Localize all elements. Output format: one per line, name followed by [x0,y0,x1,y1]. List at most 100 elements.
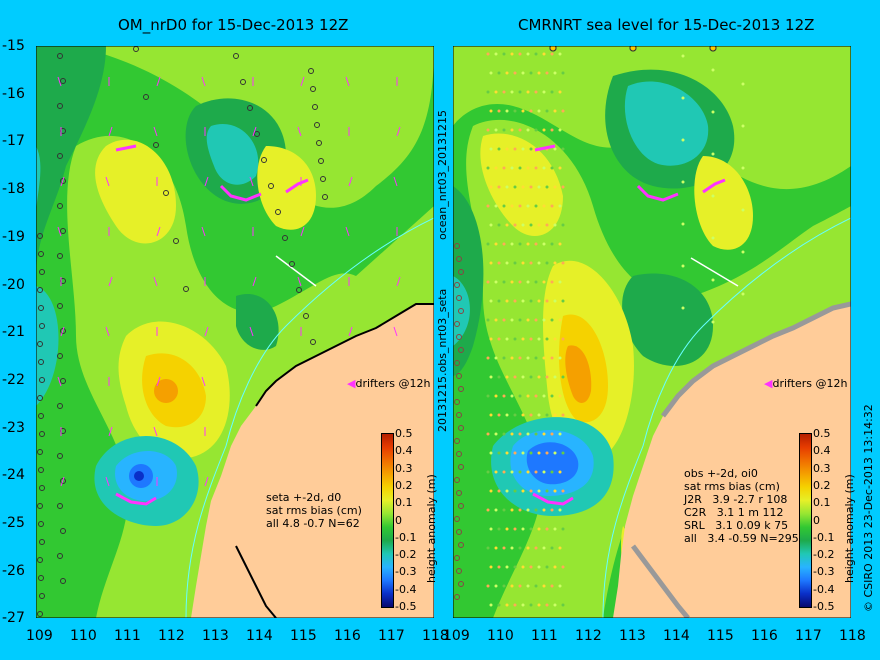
obs-point [537,413,541,417]
obs-point [558,280,562,284]
y-tick-label: -23 [2,419,25,436]
velocity-arrow [204,476,209,487]
velocity-arrow [297,276,302,287]
obs-point [489,375,493,379]
obs-point [57,453,63,459]
obs-point [458,386,464,392]
obs-point [39,485,45,491]
obs-point [537,185,541,189]
obs-point [741,292,745,296]
x-tick-label: 116 [334,628,361,644]
obs-point [502,356,506,360]
obs-point [542,318,546,322]
obs-point [545,223,549,227]
y-tick-label: -25 [2,515,25,531]
obs-point [497,565,501,569]
left-drifters-text: drifters @12h [355,377,431,390]
obs-point [529,489,533,493]
obs-point [312,104,318,110]
obs-point [502,318,506,322]
colorbar-gradient [799,433,812,608]
obs-point [529,451,533,455]
coastline [661,301,851,418]
velocity-arrow [300,226,305,237]
drifter-icon: ◀ [764,377,773,390]
velocity-arrow [345,226,350,237]
obs-point [60,228,66,234]
obs-point [494,394,498,398]
left-stats: seta +-2d, d0 sat rms bias (cm) all 4.8 -0… [266,491,362,530]
obs-point [314,122,320,128]
velocity-arrow [105,326,110,337]
obs-point [247,105,253,111]
obs-point [529,261,533,265]
colorbar-tick: -0.3 [395,565,417,579]
velocity-arrow [201,376,206,387]
obs-point [553,603,557,607]
obs-point [542,52,546,56]
y-tick-label: -21 [2,324,25,341]
obs-point [37,611,43,617]
obs-point [542,432,546,436]
colorbar-tick: -0.2 [813,548,835,562]
obs-point [553,451,557,455]
obs-point [456,256,462,262]
colorbar-tick: 0 [395,513,402,527]
x-tick-label: 112 [575,628,602,644]
obs-point [518,128,522,132]
obs-point [534,394,538,398]
anomaly-contour [624,81,709,166]
obs-point [456,295,462,301]
right-drifters-text: drifters @12h [772,377,848,390]
anomaly-contour [95,139,176,244]
obs-point [550,166,554,170]
obs-point [529,413,533,417]
obs-point [458,425,464,431]
colorbar-tick: 0.3 [813,461,831,475]
anomaly-contour [694,156,753,250]
obs-point [57,303,63,309]
velocity-arrow [156,76,161,87]
obs-point [545,603,549,607]
obs-point [553,261,557,265]
obs-point [550,584,554,588]
obs-point [561,527,565,531]
obs-point [537,71,541,75]
obs-point [494,280,498,284]
obs-point [529,527,533,531]
obs-point [521,413,525,417]
x-tick-label: 117 [795,628,822,644]
obs-point [510,166,514,170]
obs-point [526,546,530,550]
obs-point [494,90,498,94]
obs-point [553,71,557,75]
obs-point [558,90,562,94]
obs-point [526,242,530,246]
obs-point [561,375,565,379]
stats-line: sat rms bias (cm) [684,480,780,493]
obs-point [526,128,530,132]
obs-point [502,432,506,436]
obs-point [529,603,533,607]
current-path [185,217,434,618]
obs-point [537,223,541,227]
obs-point [553,489,557,493]
obs-point [510,52,514,56]
obs-point [494,584,498,588]
obs-point [545,413,549,417]
x-tick-label: 118 [422,628,449,644]
obs-point [505,147,509,151]
obs-point [497,375,501,379]
obs-point [486,52,490,56]
velocity-arrow [201,226,206,237]
obs-point [502,128,506,132]
obs-point [57,103,63,109]
obs-point [553,565,557,569]
obs-point [486,128,490,132]
obs-point [681,306,685,310]
obs-point [486,90,490,94]
obs-point [486,318,490,322]
y-tick-label: -15 [2,38,25,54]
obs-point [37,395,43,401]
obs-point [545,375,549,379]
